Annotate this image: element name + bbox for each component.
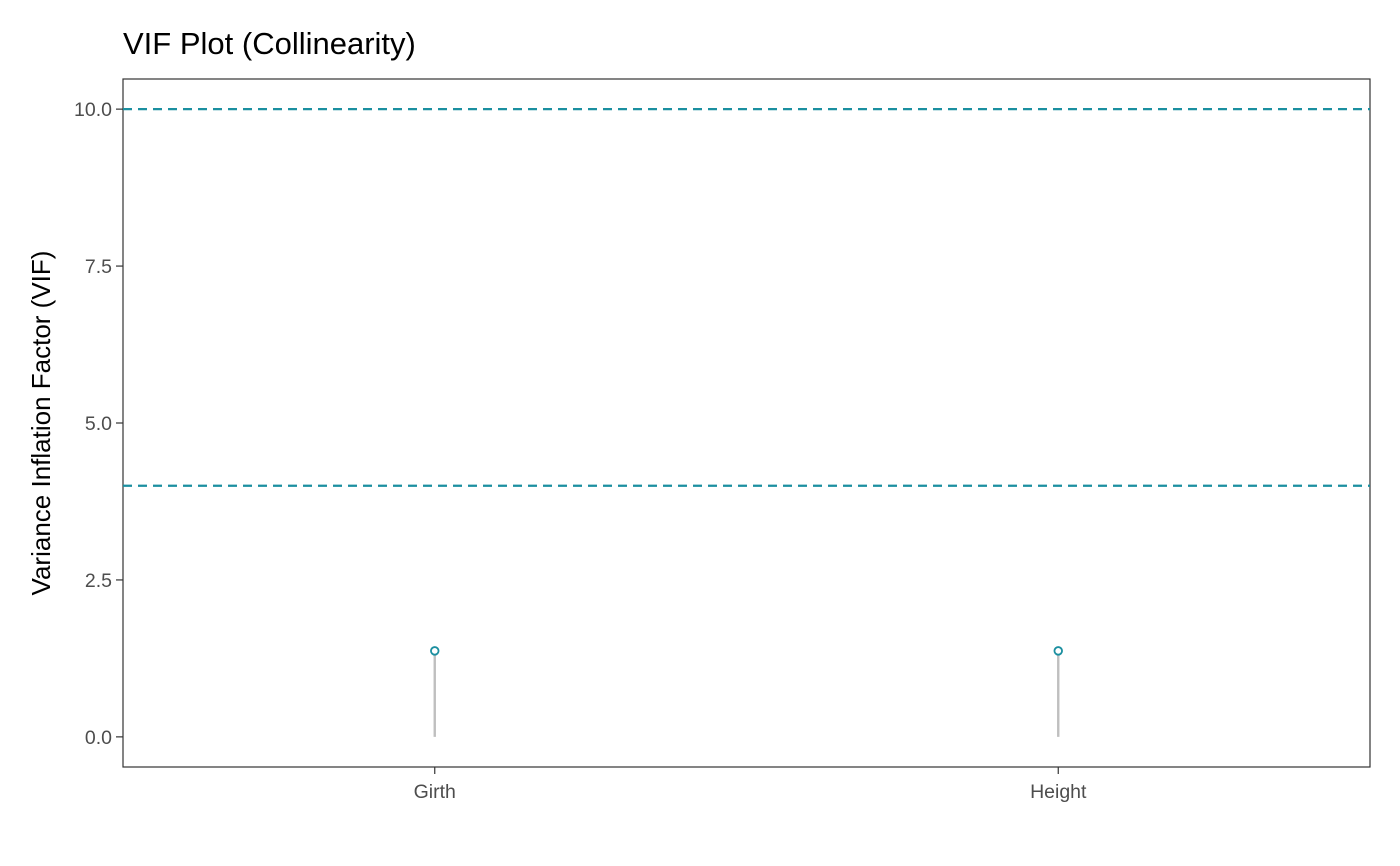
- y-tick-label: 10.0: [74, 99, 112, 121]
- x-axis: Girth Height: [414, 767, 1087, 803]
- data-marks: [430, 646, 1063, 737]
- y-tick-label: 5.0: [85, 413, 112, 435]
- point-girth: [430, 646, 440, 656]
- x-tick-label-height: Height: [1030, 781, 1087, 803]
- x-tick-label-girth: Girth: [414, 781, 456, 803]
- reference-lines: [123, 108, 1370, 487]
- y-tick-label: 0.0: [85, 727, 112, 749]
- chart-title: VIF Plot (Collinearity): [123, 26, 416, 61]
- y-tick-label: 7.5: [85, 256, 112, 278]
- y-axis: 0.0 2.5 5.0 7.5 10.0: [74, 99, 123, 749]
- plot-panel: [122, 78, 1371, 768]
- point-height: [1053, 646, 1063, 656]
- y-axis-label: Variance Inflation Factor (VIF): [26, 251, 56, 596]
- y-tick-label: 2.5: [85, 570, 112, 592]
